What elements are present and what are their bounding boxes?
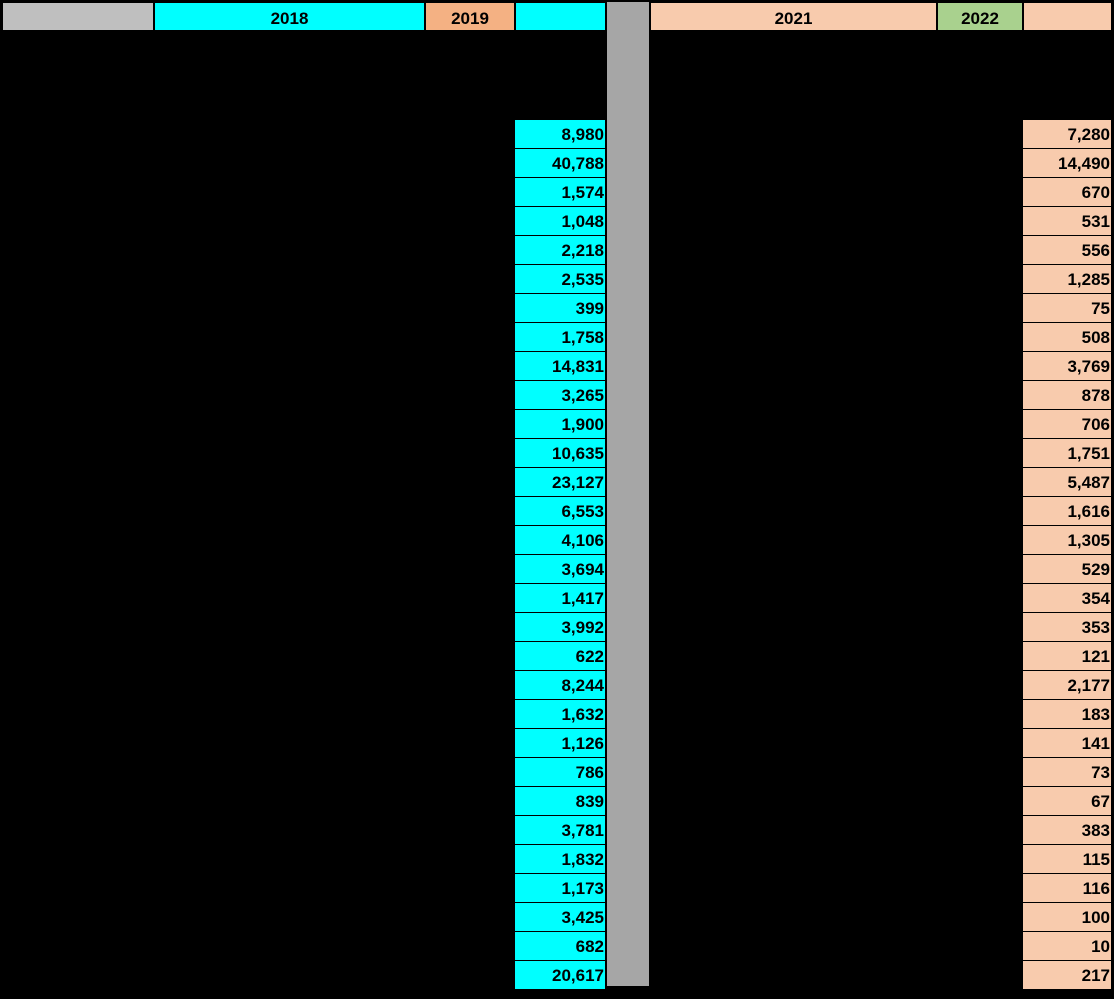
right-value-column: 7,280 14,490 670 531 556 1,285 75 508 3,769 878 70… xyxy=(1023,120,1112,990)
right-value-cell-17: 354 xyxy=(1023,584,1112,613)
header-cell-blank-1 xyxy=(2,2,154,31)
column-separator xyxy=(606,2,650,986)
right-value-cell-24: 67 xyxy=(1023,787,1112,816)
left-value-cell-6: 2,535 xyxy=(515,265,606,294)
left-value-cell-5: 2,218 xyxy=(515,236,606,265)
right-value-cell-26: 115 xyxy=(1023,845,1112,874)
left-value-cell-16: 3,694 xyxy=(515,555,606,584)
header-cell-blank-2 xyxy=(515,2,606,31)
left-value-cell-27: 1,173 xyxy=(515,874,606,903)
left-value-cell-14: 6,553 xyxy=(515,497,606,526)
left-value-cell-21: 1,632 xyxy=(515,700,606,729)
left-value-cell-20: 8,244 xyxy=(515,671,606,700)
right-value-cell-10: 878 xyxy=(1023,381,1112,410)
left-value-cell-4: 1,048 xyxy=(515,207,606,236)
right-value-cell-30: 217 xyxy=(1023,961,1112,990)
right-value-cell-18: 353 xyxy=(1023,613,1112,642)
left-value-cell-23: 786 xyxy=(515,758,606,787)
right-value-cell-13: 5,487 xyxy=(1023,468,1112,497)
right-value-cell-3: 670 xyxy=(1023,178,1112,207)
left-value-cell-18: 3,992 xyxy=(515,613,606,642)
header-cell-blank-3 xyxy=(1023,2,1112,31)
right-value-cell-5: 556 xyxy=(1023,236,1112,265)
left-value-cell-13: 23,127 xyxy=(515,468,606,497)
left-value-cell-25: 3,781 xyxy=(515,816,606,845)
left-value-cell-17: 1,417 xyxy=(515,584,606,613)
header-cell-2022: 2022 xyxy=(937,2,1023,31)
left-value-cell-15: 4,106 xyxy=(515,526,606,555)
right-value-cell-16: 529 xyxy=(1023,555,1112,584)
right-value-cell-27: 116 xyxy=(1023,874,1112,903)
header-cell-2019: 2019 xyxy=(425,2,515,31)
left-value-cell-22: 1,126 xyxy=(515,729,606,758)
left-value-cell-10: 3,265 xyxy=(515,381,606,410)
right-value-cell-21: 183 xyxy=(1023,700,1112,729)
left-value-cell-28: 3,425 xyxy=(515,903,606,932)
right-value-cell-4: 531 xyxy=(1023,207,1112,236)
left-value-column: 8,980 40,788 1,574 1,048 2,218 2,535 399 1,758 1… xyxy=(515,120,606,990)
right-value-cell-20: 2,177 xyxy=(1023,671,1112,700)
right-value-cell-12: 1,751 xyxy=(1023,439,1112,468)
right-value-cell-7: 75 xyxy=(1023,294,1112,323)
right-value-cell-19: 121 xyxy=(1023,642,1112,671)
left-value-cell-26: 1,832 xyxy=(515,845,606,874)
left-value-cell-7: 399 xyxy=(515,294,606,323)
left-value-cell-12: 10,635 xyxy=(515,439,606,468)
left-value-cell-2: 40,788 xyxy=(515,149,606,178)
left-value-cell-24: 839 xyxy=(515,787,606,816)
right-value-cell-15: 1,305 xyxy=(1023,526,1112,555)
right-value-cell-29: 10 xyxy=(1023,932,1112,961)
right-value-cell-11: 706 xyxy=(1023,410,1112,439)
right-value-cell-28: 100 xyxy=(1023,903,1112,932)
left-value-cell-30: 20,617 xyxy=(515,961,606,990)
right-value-cell-6: 1,285 xyxy=(1023,265,1112,294)
right-value-cell-9: 3,769 xyxy=(1023,352,1112,381)
header-cell-2021: 2021 xyxy=(650,2,937,31)
header-cell-2018: 2018 xyxy=(154,2,425,31)
left-value-cell-1: 8,980 xyxy=(515,120,606,149)
left-value-cell-9: 14,831 xyxy=(515,352,606,381)
right-value-cell-23: 73 xyxy=(1023,758,1112,787)
right-value-cell-14: 1,616 xyxy=(1023,497,1112,526)
left-value-cell-3: 1,574 xyxy=(515,178,606,207)
left-value-cell-11: 1,900 xyxy=(515,410,606,439)
right-value-cell-25: 383 xyxy=(1023,816,1112,845)
right-value-cell-8: 508 xyxy=(1023,323,1112,352)
right-value-cell-2: 14,490 xyxy=(1023,149,1112,178)
left-value-cell-19: 622 xyxy=(515,642,606,671)
right-value-cell-1: 7,280 xyxy=(1023,120,1112,149)
left-value-cell-29: 682 xyxy=(515,932,606,961)
left-value-cell-8: 1,758 xyxy=(515,323,606,352)
right-value-cell-22: 141 xyxy=(1023,729,1112,758)
